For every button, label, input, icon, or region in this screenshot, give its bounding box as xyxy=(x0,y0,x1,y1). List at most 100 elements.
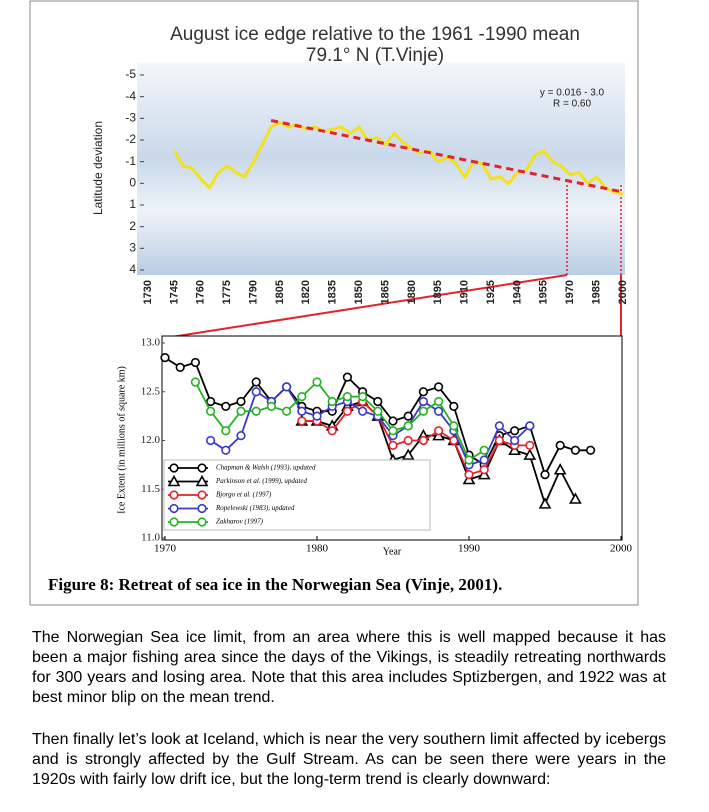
marker xyxy=(418,435,429,446)
marker xyxy=(388,426,398,436)
marker xyxy=(190,377,200,387)
x-tick-label: 1850 xyxy=(353,280,365,304)
marker xyxy=(282,382,292,392)
marker xyxy=(434,396,444,407)
marker xyxy=(373,396,383,407)
figure-caption: Figure 8: Retreat of sea ice in the Norw… xyxy=(48,575,502,594)
annotation: y = 0.016 - 3.0 xyxy=(540,88,605,99)
marker xyxy=(206,396,216,407)
marker xyxy=(297,416,307,426)
marker xyxy=(464,470,474,480)
marker xyxy=(190,357,200,368)
marker xyxy=(342,392,353,402)
marker xyxy=(169,503,179,514)
marker xyxy=(327,396,337,407)
x-tick-label: 2000 xyxy=(610,543,633,555)
x-tick-label: 1730 xyxy=(142,280,154,304)
marker xyxy=(418,396,429,407)
marker xyxy=(221,426,231,436)
x-tick-label: 1970 xyxy=(564,280,576,304)
x-tick-label: 1985 xyxy=(591,280,603,304)
marker xyxy=(570,445,581,455)
figure: August ice edge relative to the 1961 -19… xyxy=(29,0,639,606)
marker xyxy=(388,440,398,450)
x-tick-label: 1775 xyxy=(221,280,233,304)
marker xyxy=(266,401,277,411)
marker xyxy=(525,421,535,431)
y-tick-label: -5 xyxy=(125,67,136,81)
y-tick-label: -4 xyxy=(125,89,136,103)
y-tick-label: 0 xyxy=(129,176,136,190)
marker xyxy=(169,490,179,500)
marker xyxy=(236,431,246,441)
marker xyxy=(538,497,552,509)
x-tick-label: 1910 xyxy=(459,280,471,304)
y-tick-label: 4 xyxy=(129,262,136,276)
y-tick-label: 13.0 xyxy=(141,337,161,349)
marker xyxy=(169,463,179,473)
x-tick-label: 1980 xyxy=(306,543,329,555)
marker xyxy=(251,377,261,387)
paragraph: Then finally let’s look at Iceland, whic… xyxy=(32,731,666,788)
y-tick-label: 12.5 xyxy=(141,385,161,397)
chart-title: August ice edge relative to the 1961 -19… xyxy=(170,24,580,45)
marker xyxy=(509,435,520,446)
x-tick-label: 1925 xyxy=(485,280,497,304)
marker xyxy=(251,406,261,416)
marker xyxy=(197,517,207,527)
legend-label: Chapman & Walsh (1993), updated xyxy=(216,464,316,472)
marker xyxy=(358,392,368,402)
marker xyxy=(358,406,368,416)
marker xyxy=(523,448,537,460)
marker xyxy=(297,406,307,416)
x-tick-label: 1760 xyxy=(195,280,207,304)
marker xyxy=(342,406,353,416)
x-tick-label: 1835 xyxy=(327,280,339,304)
x-tick-label: 1970 xyxy=(154,543,177,555)
marker xyxy=(434,406,444,416)
legend-label: Bjorgo et al. (1997) xyxy=(216,491,272,499)
y-tick-label: 11.0 xyxy=(141,532,160,544)
chart-subtitle: 79.1° N (T.Vinje) xyxy=(306,45,444,66)
marker xyxy=(236,406,246,416)
marker xyxy=(434,382,444,392)
marker xyxy=(479,465,489,475)
y-tick-label: 12.0 xyxy=(141,434,161,446)
marker xyxy=(373,406,383,416)
marker xyxy=(555,440,565,450)
marker xyxy=(236,396,246,407)
x-tick-label: 1865 xyxy=(379,280,391,304)
legend-label: Zakharov (1997) xyxy=(216,518,264,526)
y-tick-label: -3 xyxy=(125,111,136,125)
marker xyxy=(479,445,489,455)
marker xyxy=(282,406,292,416)
marker xyxy=(403,411,413,421)
x-tick-label: 1880 xyxy=(406,280,418,304)
marker xyxy=(585,445,596,455)
marker xyxy=(221,401,231,411)
marker xyxy=(403,421,413,431)
legend-box xyxy=(163,459,431,531)
marker xyxy=(540,470,550,480)
marker xyxy=(403,435,413,446)
x-tick-label: 1745 xyxy=(168,280,180,304)
marker xyxy=(312,377,322,387)
x-tick-label: 1990 xyxy=(458,543,481,555)
series-line xyxy=(210,385,531,467)
paragraph: The Norwegian Sea ice limit, from an are… xyxy=(32,629,666,706)
marker xyxy=(418,406,429,416)
marker xyxy=(327,426,337,436)
x-tick-label: 1790 xyxy=(247,280,259,304)
annotation: R = 0.60 xyxy=(553,99,592,110)
marker xyxy=(479,455,489,465)
marker xyxy=(197,463,207,473)
marker xyxy=(401,448,415,460)
marker xyxy=(297,392,307,402)
y-tick-label: 2 xyxy=(129,219,136,233)
marker xyxy=(494,421,505,431)
x-tick-label: 2000 xyxy=(617,280,629,304)
marker xyxy=(494,435,505,446)
x-tick-label: 1955 xyxy=(538,280,550,304)
y-axis-label: Ice Extent (in millions of square km) xyxy=(116,366,127,514)
series-line xyxy=(173,121,624,196)
